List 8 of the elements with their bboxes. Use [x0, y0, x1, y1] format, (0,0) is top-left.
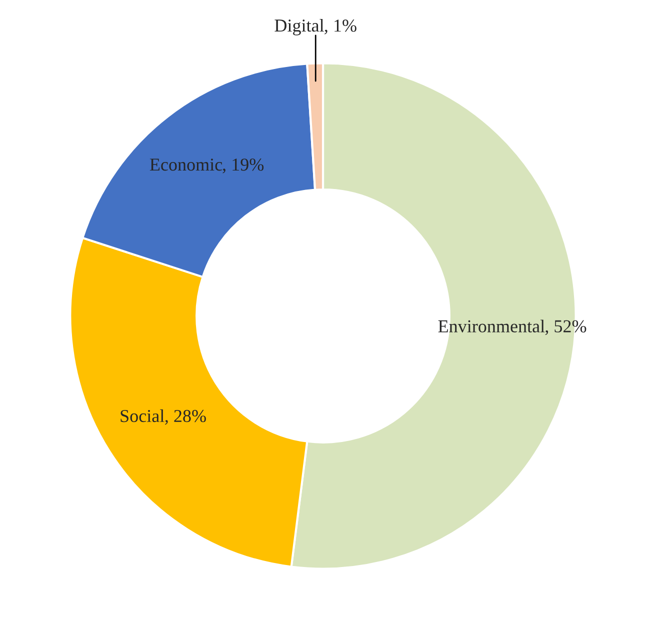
slice-label: Environmental — [438, 320, 545, 332]
data-label: , 28% — [165, 410, 206, 425]
data-label: , 52% — [545, 320, 586, 336]
data-label: , 1% — [324, 20, 356, 34]
slice-label: Social — [120, 409, 164, 422]
slice-label: Economic — [150, 158, 222, 171]
slice-label: Digital — [274, 18, 324, 36]
data-label: , 19% — [222, 158, 264, 174]
